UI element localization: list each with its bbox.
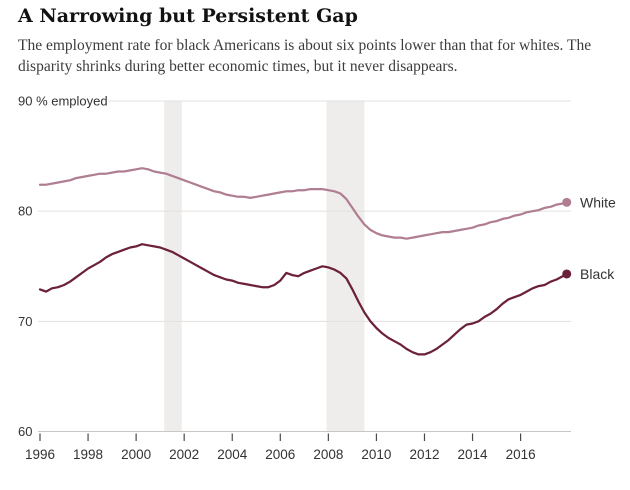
y-axis-tick-label: 90 % employed	[18, 94, 108, 109]
white-series-end-dot	[562, 197, 572, 207]
chart-subtitle-line-2: disparity shrinks during better economic…	[18, 58, 458, 75]
white-series-label: White	[580, 194, 616, 210]
x-axis-tick-label: 2002	[169, 447, 199, 462]
x-axis-tick-label: 1996	[25, 447, 55, 462]
black-series-line	[38, 243, 568, 356]
chart-subtitle: The employment rate for black Americans …	[18, 35, 614, 77]
white-series-line	[38, 167, 568, 240]
x-axis-tick-label: 2008	[313, 447, 343, 462]
y-axis-tick-label: 80	[18, 204, 32, 219]
recession-band	[326, 101, 365, 432]
chart-header: A Narrowing but Persistent Gap The emplo…	[18, 5, 614, 77]
x-axis-tick-label: 2010	[361, 447, 391, 462]
black-series-label: Black	[580, 266, 615, 282]
x-axis-tick-label: 2006	[265, 447, 295, 462]
chart-title: A Narrowing but Persistent Gap	[18, 5, 358, 27]
x-axis-tick-label: 1998	[73, 447, 103, 462]
x-axis-tick-label: 2014	[458, 447, 489, 462]
x-axis-tick-label: 2000	[121, 447, 151, 462]
recession-band	[164, 101, 182, 432]
chart-subtitle-line-1: The employment rate for black Americans …	[18, 37, 592, 54]
x-axis-tick-label: 2016	[506, 447, 536, 462]
black-series-end-dot	[562, 269, 572, 279]
y-axis-tick-label: 70	[18, 314, 32, 329]
y-axis-tick-label: 60	[18, 424, 32, 439]
x-axis-tick-label: 2004	[217, 447, 248, 462]
x-axis-tick-label: 2012	[409, 447, 439, 462]
